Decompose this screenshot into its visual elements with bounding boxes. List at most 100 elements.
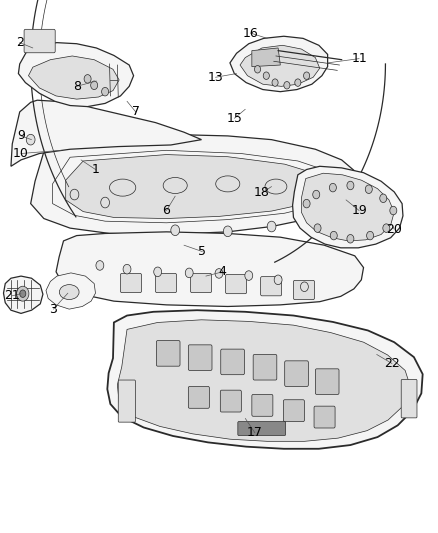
Polygon shape <box>240 45 320 86</box>
Circle shape <box>26 134 35 145</box>
Text: 7: 7 <box>132 106 140 118</box>
Text: 22: 22 <box>384 357 400 370</box>
FancyBboxPatch shape <box>293 280 314 300</box>
Circle shape <box>96 261 104 270</box>
Polygon shape <box>18 43 134 107</box>
Circle shape <box>329 183 336 192</box>
FancyBboxPatch shape <box>238 422 286 435</box>
Ellipse shape <box>265 179 287 194</box>
Text: 15: 15 <box>226 112 242 125</box>
Ellipse shape <box>163 177 187 193</box>
Polygon shape <box>4 276 43 313</box>
FancyBboxPatch shape <box>188 345 212 370</box>
Ellipse shape <box>216 176 240 192</box>
Circle shape <box>254 66 261 73</box>
Text: 3: 3 <box>49 303 57 316</box>
Circle shape <box>284 82 290 89</box>
Polygon shape <box>107 310 423 449</box>
Text: 6: 6 <box>162 204 170 217</box>
Text: 18: 18 <box>254 187 270 199</box>
Circle shape <box>102 87 109 96</box>
Circle shape <box>274 275 282 285</box>
Text: 8: 8 <box>73 80 81 93</box>
FancyBboxPatch shape <box>315 369 339 394</box>
Circle shape <box>367 231 374 240</box>
Text: 20: 20 <box>386 223 402 236</box>
Polygon shape <box>230 36 328 92</box>
Circle shape <box>70 189 79 200</box>
Text: 9: 9 <box>17 130 25 142</box>
FancyBboxPatch shape <box>261 277 282 296</box>
Ellipse shape <box>59 285 79 300</box>
Circle shape <box>185 268 193 278</box>
Polygon shape <box>293 166 403 248</box>
Polygon shape <box>66 155 328 219</box>
Circle shape <box>267 221 276 232</box>
Circle shape <box>223 226 232 237</box>
Circle shape <box>304 72 310 79</box>
Circle shape <box>171 225 180 236</box>
Circle shape <box>20 290 26 297</box>
Polygon shape <box>301 173 394 241</box>
Circle shape <box>380 194 387 203</box>
Circle shape <box>295 79 301 86</box>
Circle shape <box>101 197 110 208</box>
FancyBboxPatch shape <box>283 400 304 422</box>
FancyBboxPatch shape <box>118 380 135 422</box>
Text: 5: 5 <box>198 245 206 258</box>
Polygon shape <box>117 320 411 441</box>
Circle shape <box>300 282 308 292</box>
FancyBboxPatch shape <box>285 361 308 386</box>
Circle shape <box>313 190 320 199</box>
Circle shape <box>383 224 390 232</box>
Circle shape <box>91 81 98 90</box>
Polygon shape <box>252 48 280 67</box>
FancyBboxPatch shape <box>156 341 180 366</box>
Polygon shape <box>11 100 201 166</box>
Text: 16: 16 <box>243 27 258 39</box>
Circle shape <box>314 224 321 232</box>
Circle shape <box>245 271 253 280</box>
FancyBboxPatch shape <box>24 29 55 53</box>
Text: 11: 11 <box>351 52 367 65</box>
Text: 2: 2 <box>16 36 24 49</box>
FancyBboxPatch shape <box>120 273 141 293</box>
FancyBboxPatch shape <box>191 273 212 293</box>
Circle shape <box>311 191 320 201</box>
Ellipse shape <box>110 179 136 196</box>
Text: 10: 10 <box>13 147 29 160</box>
Text: 1: 1 <box>92 163 99 176</box>
Circle shape <box>123 264 131 274</box>
Circle shape <box>390 206 397 215</box>
Circle shape <box>263 72 269 79</box>
FancyBboxPatch shape <box>252 394 273 416</box>
Polygon shape <box>56 232 364 306</box>
Circle shape <box>328 181 337 192</box>
Circle shape <box>365 185 372 193</box>
Circle shape <box>303 199 310 208</box>
Text: 17: 17 <box>247 426 263 439</box>
Circle shape <box>154 267 162 277</box>
FancyBboxPatch shape <box>226 274 247 294</box>
Text: 21: 21 <box>4 289 20 302</box>
FancyBboxPatch shape <box>155 273 177 293</box>
FancyBboxPatch shape <box>221 349 244 375</box>
Circle shape <box>84 75 91 83</box>
Circle shape <box>272 79 278 86</box>
Circle shape <box>17 286 29 301</box>
FancyBboxPatch shape <box>401 379 417 418</box>
Circle shape <box>215 269 223 278</box>
FancyBboxPatch shape <box>220 390 241 412</box>
Polygon shape <box>46 273 95 309</box>
FancyBboxPatch shape <box>314 406 335 428</box>
Circle shape <box>330 231 337 240</box>
Circle shape <box>347 235 354 243</box>
Polygon shape <box>28 56 119 99</box>
FancyBboxPatch shape <box>253 354 277 380</box>
Text: 19: 19 <box>351 204 367 217</box>
Text: 4: 4 <box>219 265 226 278</box>
Polygon shape <box>31 134 359 235</box>
Circle shape <box>347 181 354 190</box>
Text: 13: 13 <box>208 71 223 84</box>
FancyBboxPatch shape <box>188 386 209 408</box>
